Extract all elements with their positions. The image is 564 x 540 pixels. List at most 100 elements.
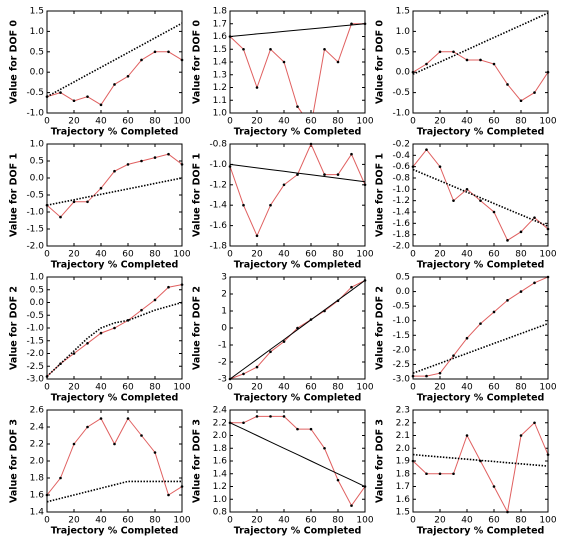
y-tick-label: 1.8 [213,7,228,17]
point [167,50,170,54]
x-tick-label: 0 [44,250,50,260]
point [336,173,340,176]
y-tick-label: 1.4 [213,469,228,479]
point [72,352,76,355]
plot-frame [46,143,183,247]
point [438,165,442,168]
x-tick-label: 0 [227,383,233,393]
point [153,50,157,54]
x-tick-label: 20 [434,516,446,526]
y-tick-label: 1.0 [30,27,45,37]
x-tick-label: 20 [251,250,263,260]
point [269,350,272,354]
y-tick-label: 0.5 [30,285,44,295]
y-tick-label: 0.0 [30,68,45,78]
x-tick-label: 100 [173,383,190,393]
point [506,83,509,86]
point [282,183,286,187]
point [242,372,245,376]
y-tick-label: -1.6 [209,221,227,231]
x-tick-label: 40 [278,516,290,526]
point [59,215,62,219]
y-tick-label: -1.0 [392,316,410,326]
point [479,322,482,325]
x-tick-label: 20 [68,383,80,393]
x-tick-label: 100 [356,250,373,260]
series-line [230,163,365,183]
y-tick-label: 1.8 [30,474,45,484]
point [438,472,442,476]
x-tick-label: 20 [434,250,446,260]
y-tick-label: 1.8 [213,444,228,454]
y-tick-label: 1.6 [396,495,411,505]
plot-area [47,410,182,512]
x-tick-label: 100 [173,516,190,526]
plot-area [413,144,548,246]
point [425,472,428,476]
x-axis-label: Trajectory % Completed [234,260,362,271]
point [465,58,469,62]
x-tick-label: 40 [278,250,290,260]
x-tick-label: 40 [278,117,290,127]
series-line [230,279,365,379]
y-tick-label: -2.5 [392,360,410,370]
x-axis-label: Trajectory % Completed [417,127,545,138]
point [242,203,245,207]
y-tick-label: -3 [218,375,227,385]
x-tick-label: 20 [251,383,263,393]
x-tick-label: 40 [461,516,473,526]
plot-frame [229,409,366,513]
y-tick-label: 2 [221,290,227,300]
y-tick-label: 1.6 [213,32,228,42]
point [533,91,536,94]
subplot: -3.0 -2.5 -2.0 -1.5 -1.0 -0.5 0.0 0.5 1.0 0 20 40 60… [9,273,191,404]
point [336,60,340,64]
y-axis-label: Value for DOF 3 [9,419,20,503]
point [323,446,326,450]
y-tick-label: 2.0 [30,457,45,467]
point [140,159,143,163]
y-axis-label: Value for DOF 3 [375,419,386,503]
x-tick-label: 80 [149,250,161,260]
point [269,415,272,418]
y-tick-label: -1.0 [392,185,410,195]
point [86,200,89,204]
x-tick-label: 0 [410,516,416,526]
y-tick-label: -1.5 [26,225,44,235]
x-tick-label: 20 [434,383,446,393]
point [452,472,455,476]
x-tick-label: 40 [461,117,473,127]
x-tick-label: 60 [122,117,134,127]
point [296,105,299,108]
x-tick-label: 0 [227,117,233,127]
point [113,326,116,330]
plot-frame [46,10,183,114]
x-tick-label: 100 [539,383,556,393]
point [282,60,286,64]
x-tick-label: 40 [461,250,473,260]
y-tick-label: -1.2 [209,180,227,190]
point [350,504,353,507]
x-tick-label: 80 [149,516,161,526]
point [452,50,455,54]
point [465,336,469,340]
x-tick-label: 60 [305,250,317,260]
point [479,199,482,202]
plot-frame [412,143,549,247]
point [492,210,496,214]
x-tick-label: 0 [410,383,416,393]
x-tick-label: 40 [95,516,107,526]
x-tick-label: 60 [122,383,134,393]
point [255,415,259,418]
point [59,91,62,94]
x-tick-label: 0 [227,250,233,260]
x-tick-label: 100 [356,117,373,127]
point [296,173,299,176]
x-tick-label: 60 [122,250,134,260]
y-tick-label: -1 [218,341,227,351]
plot-area [230,144,365,246]
y-tick-label: -2.0 [392,345,410,355]
y-tick-label: 0.0 [30,298,45,308]
x-tick-label: 20 [68,250,80,260]
